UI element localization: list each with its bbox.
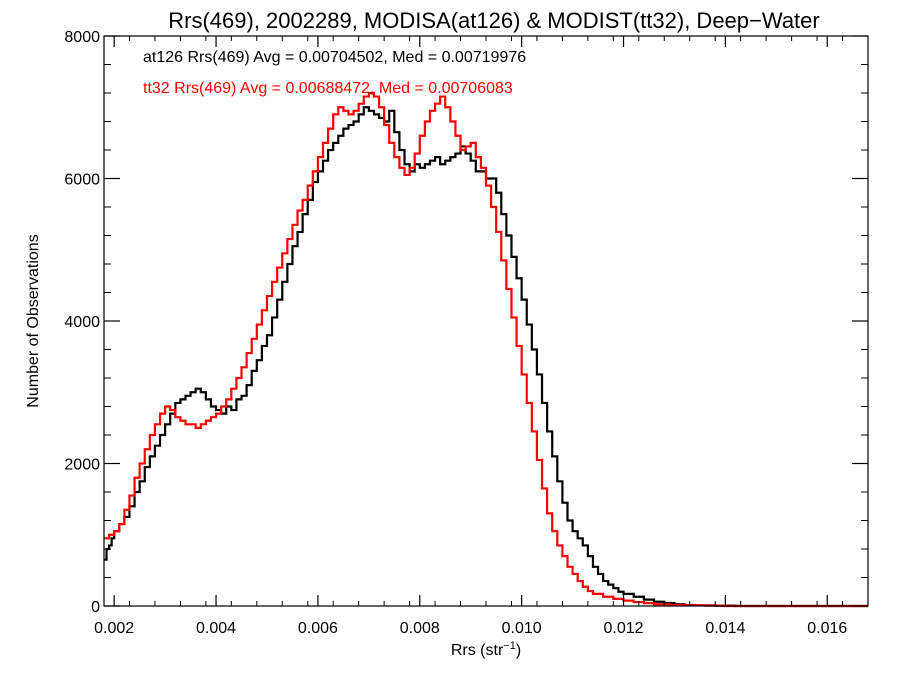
plot-frame — [103, 35, 869, 607]
x-axis: 0.002 0.004 0.006 0.008 0.010 0.012 0.014 0.016 — [94, 36, 847, 637]
x-tick-label: 0.008 — [400, 620, 440, 637]
x-axis-label: Rrs (str−1) — [451, 640, 521, 659]
x-tick-label: 0.012 — [603, 620, 643, 637]
x-tick-label: 0.006 — [298, 620, 338, 637]
y-axis: 0 2000 4000 6000 8000 — [64, 29, 868, 616]
x-axis-label-text: Rrs (str — [451, 642, 504, 659]
y-tick-label: 8000 — [64, 29, 100, 46]
plot-area — [104, 91, 868, 608]
annotation-at126: at126 Rrs(469) Avg = 0.00704502, Med = 0… — [143, 49, 526, 66]
y-tick-label: 2000 — [64, 457, 100, 474]
x-tick-label: 0.016 — [807, 620, 847, 637]
series-line-0 — [104, 106, 868, 608]
x-tick-label: 0.010 — [502, 620, 542, 637]
x-axis-label-suffix: ) — [516, 642, 521, 659]
x-axis-label-superscript: −1 — [503, 640, 516, 652]
x-tick-label: 0.002 — [94, 620, 134, 637]
y-axis-label: Number of Observations — [25, 234, 42, 407]
y-tick-label: 4000 — [64, 314, 100, 331]
y-tick-label: 0 — [91, 599, 100, 616]
y-tick-label: 6000 — [64, 172, 100, 189]
x-tick-label: 0.014 — [705, 620, 745, 637]
series-line-1 — [104, 91, 868, 608]
annotation-tt32: tt32 Rrs(469) Avg = 0.00688472, Med = 0.… — [143, 80, 513, 97]
chart-title: Rrs(469), 2002289, MODISA(at126) & MODIS… — [168, 8, 819, 33]
x-tick-label: 0.004 — [196, 620, 236, 637]
